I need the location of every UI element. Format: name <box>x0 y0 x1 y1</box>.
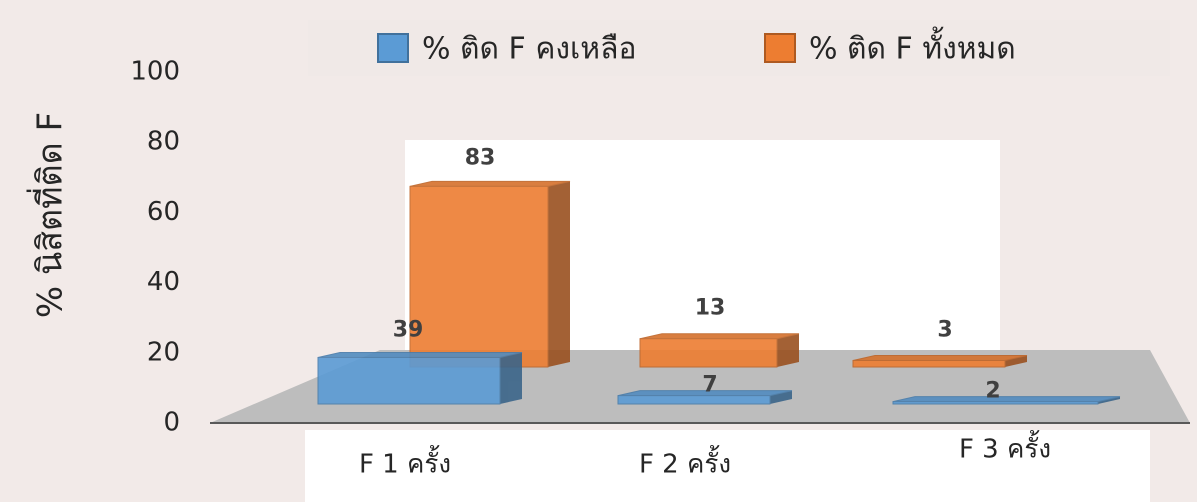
legend-box <box>308 20 1170 76</box>
bar-front <box>617 395 771 405</box>
data-label: 39 <box>393 317 424 342</box>
x-tick-label: F 1 ครั้ง <box>359 445 451 480</box>
bar-front <box>892 401 1099 405</box>
data-label: 3 <box>937 317 952 342</box>
data-label: 2 <box>985 379 1000 404</box>
y-tick-label: 40 <box>147 267 180 297</box>
bar-front <box>409 185 549 368</box>
data-label: 83 <box>465 145 496 170</box>
legend-swatch <box>377 33 409 63</box>
category-panel <box>305 430 1150 502</box>
legend-label: % ติด F ทั้งหมด <box>809 27 1016 67</box>
y-tick-label: 100 <box>130 57 180 87</box>
bar-side <box>500 352 522 404</box>
x-tick-label: F 3 ครั้ง <box>959 430 1051 465</box>
bar-side <box>548 181 570 367</box>
y-axis-label: % นิสิตที่ติด F <box>27 112 71 318</box>
legend-label: % ติด F คงเหลือ <box>422 32 636 67</box>
bar <box>639 333 800 368</box>
bar-side <box>1098 396 1120 404</box>
bar <box>409 180 571 368</box>
y-tick-label: 80 <box>147 127 180 157</box>
bar-front <box>639 338 778 368</box>
y-tick-label: 0 <box>163 408 180 438</box>
y-tick-label: 60 <box>147 197 180 227</box>
bar-top <box>317 351 523 358</box>
bar <box>617 390 793 405</box>
bar <box>892 396 1121 405</box>
bar-front <box>852 359 1006 368</box>
y-tick-label: 20 <box>147 337 180 367</box>
bar-front <box>317 356 501 405</box>
bar-side <box>770 390 792 404</box>
bar-top <box>409 180 571 187</box>
data-label: 13 <box>695 296 726 321</box>
bar-top <box>892 396 1121 403</box>
legend-swatch <box>764 33 796 63</box>
bar-side <box>1005 355 1027 367</box>
bar <box>852 354 1028 368</box>
bar-top <box>639 333 800 340</box>
bar <box>317 351 523 405</box>
data-label: 7 <box>702 373 717 398</box>
bar-side <box>777 333 799 367</box>
x-tick-label: F 2 ครั้ง <box>639 445 731 480</box>
bar-top <box>852 354 1028 361</box>
plot: 83 13 3 39 7 2 <box>317 145 1121 405</box>
